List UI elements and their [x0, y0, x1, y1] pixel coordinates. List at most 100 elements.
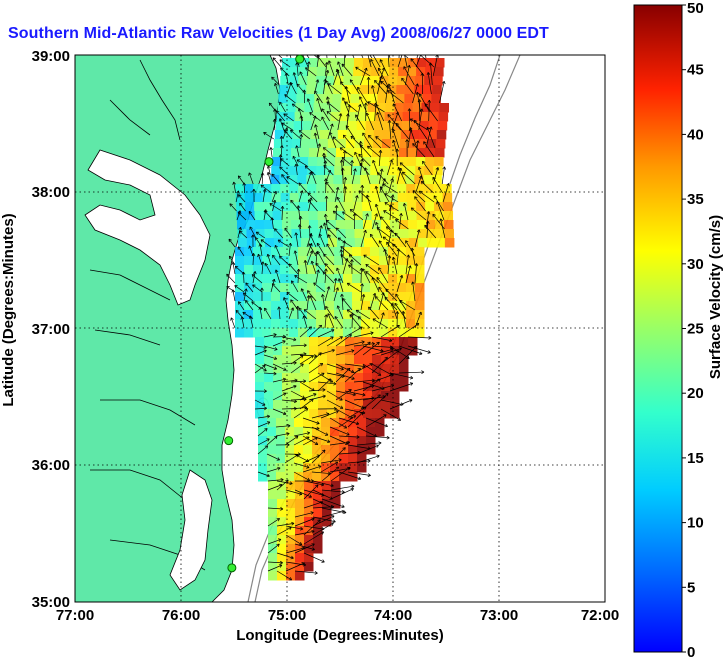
velocity-cell	[433, 76, 443, 86]
velocity-arrowhead	[343, 425, 348, 429]
velocity-cell	[270, 175, 280, 185]
colorbar-tick-label: 25	[687, 321, 704, 338]
velocity-cell	[370, 328, 380, 338]
velocity-cell	[390, 148, 400, 158]
velocity-vector	[293, 408, 309, 419]
velocity-cell	[255, 409, 265, 419]
velocity-cell	[404, 94, 414, 104]
velocity-vector	[292, 103, 304, 113]
velocity-vector	[362, 268, 371, 284]
velocity-cell	[361, 283, 371, 293]
velocity-vector	[388, 178, 394, 194]
velocity-arrowhead	[240, 316, 245, 320]
velocity-vector	[252, 271, 256, 284]
velocity-arrowhead	[322, 449, 326, 453]
velocity-cell	[263, 211, 274, 221]
velocity-vector	[344, 55, 347, 59]
velocity-arrowhead	[283, 113, 287, 117]
velocity-vector	[329, 417, 347, 429]
velocity-arrowhead	[353, 168, 357, 172]
velocity-vector	[314, 132, 319, 149]
velocity-cell	[294, 112, 305, 122]
velocity-cell	[354, 409, 364, 419]
velocity-cell	[318, 229, 328, 239]
velocity-arrowhead	[337, 237, 342, 241]
velocity-arrowhead	[358, 104, 362, 108]
velocity-cell	[289, 193, 300, 203]
velocity-cell	[304, 481, 314, 491]
velocity-vector	[421, 181, 434, 194]
velocity-vector	[407, 345, 431, 353]
velocity-vector	[264, 307, 272, 320]
y-tick-label: 35:00	[32, 594, 70, 611]
velocity-cell	[303, 418, 313, 428]
title-overlap	[600, 22, 627, 44]
velocity-arrowhead	[387, 83, 392, 87]
velocity-vector	[270, 147, 273, 158]
velocity-cell	[388, 310, 398, 320]
velocity-cell	[435, 238, 446, 248]
velocity-cell	[317, 157, 327, 167]
colorbar-tick-label: 5	[687, 579, 695, 596]
velocity-cell	[423, 85, 433, 95]
velocity-arrowhead	[395, 311, 400, 315]
velocity-vector	[241, 316, 245, 329]
velocity-vector	[311, 449, 326, 464]
velocity-vector	[290, 407, 307, 410]
velocity-cell	[268, 535, 278, 545]
velocity-arrowhead	[298, 182, 302, 186]
velocity-arrowhead	[264, 262, 269, 267]
velocity-cell	[316, 301, 326, 311]
velocity-vector	[275, 425, 291, 428]
velocity-arrowhead	[280, 477, 284, 482]
velocity-cell	[299, 202, 309, 212]
velocity-cell	[415, 283, 425, 293]
velocity-arrowhead	[371, 341, 375, 346]
velocity-arrowhead	[321, 372, 325, 376]
velocity-cell	[325, 292, 335, 302]
velocity-arrowhead	[339, 397, 343, 401]
velocity-cell	[300, 355, 310, 365]
velocity-vector	[271, 217, 274, 230]
velocity-vector	[230, 317, 236, 329]
radar-stations	[224, 54, 305, 573]
velocity-vector	[367, 55, 372, 68]
velocity-cell	[316, 283, 326, 293]
velocity-cell	[351, 85, 361, 95]
velocity-arrowhead	[299, 134, 304, 138]
velocity-cell	[280, 310, 290, 320]
velocity-vector	[332, 136, 346, 149]
velocity-vector	[372, 318, 389, 329]
velocity-vector	[360, 141, 363, 158]
velocity-vector	[405, 240, 416, 257]
velocity-cell	[388, 274, 398, 284]
velocity-cell	[334, 283, 344, 293]
velocity-arrowhead	[409, 375, 414, 380]
velocity-vector	[356, 455, 380, 464]
velocity-cell	[322, 490, 332, 500]
velocity-arrowhead	[405, 240, 409, 244]
velocity-cell	[318, 373, 328, 383]
velocity-arrowhead	[263, 349, 267, 353]
velocity-cell	[289, 292, 299, 302]
velocity-cell	[330, 418, 340, 428]
velocity-cell	[343, 328, 353, 338]
velocity-vector	[412, 83, 419, 104]
velocity-arrowhead	[385, 288, 389, 293]
velocity-arrowhead	[251, 301, 255, 305]
velocity-arrowhead	[425, 220, 430, 224]
velocity-arrowhead	[358, 96, 363, 100]
velocity-cell	[316, 265, 326, 275]
velocity-arrowhead	[325, 80, 329, 84]
velocity-arrowhead	[364, 67, 368, 72]
velocity-arrowhead	[273, 108, 277, 112]
velocity-arrowhead	[336, 305, 341, 309]
velocity-cell	[408, 238, 419, 248]
velocity-arrowhead	[402, 203, 407, 207]
velocity-arrowhead	[365, 213, 369, 217]
velocity-vector	[257, 254, 263, 266]
velocity-cell	[313, 490, 323, 500]
velocity-cell	[406, 166, 416, 176]
velocity-arrowhead	[290, 555, 294, 560]
x-tick-label: 77:00	[56, 607, 94, 624]
